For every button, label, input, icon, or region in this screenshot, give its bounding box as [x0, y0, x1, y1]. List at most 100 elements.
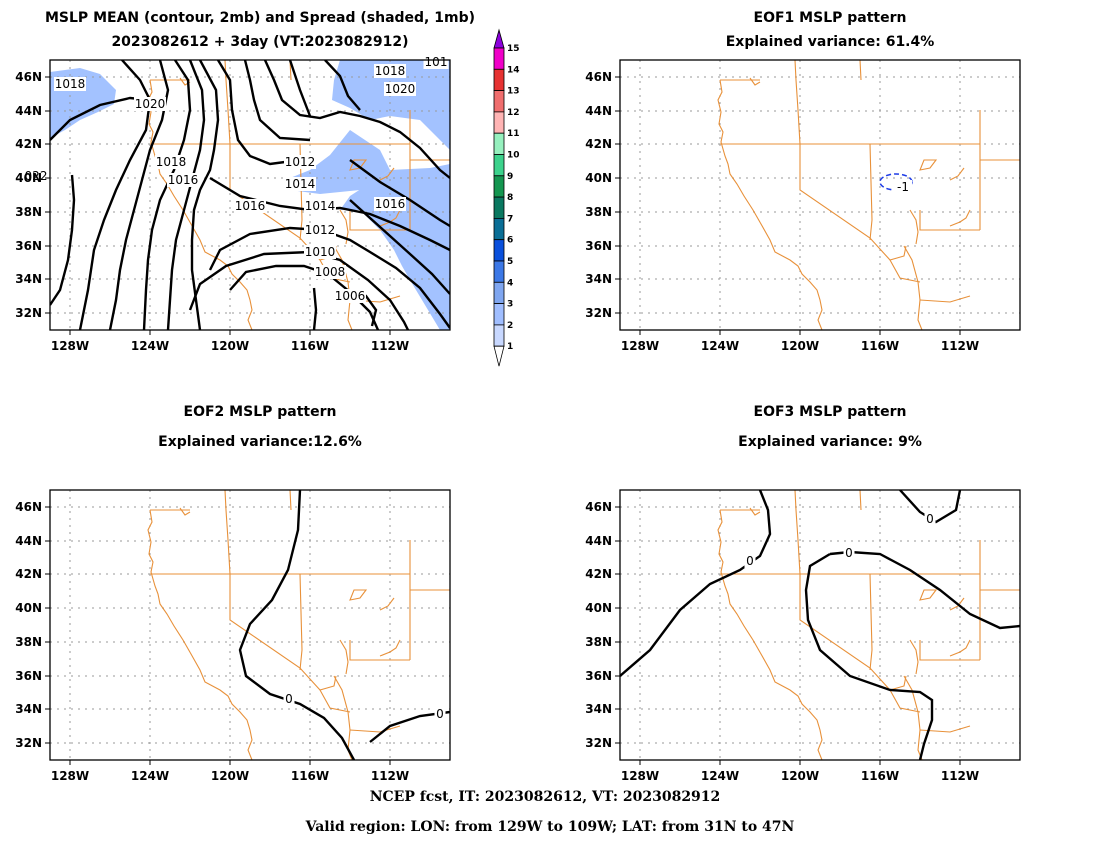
lat-tick-label: 34N	[15, 702, 42, 716]
contour-label-bg	[155, 155, 187, 169]
panel-eof2-title: EOF2 MSLP pattern	[183, 404, 337, 420]
lat-tick-label: 46N	[15, 70, 42, 84]
colorbar-label: 4	[507, 278, 513, 288]
colorbar-swatch	[493, 303, 505, 326]
contour-label: 1012	[305, 223, 336, 237]
contour-label-bg	[894, 180, 912, 194]
contour-label: 1012	[285, 155, 316, 169]
lat-tick-label: 36N	[585, 669, 612, 683]
lat-tick-label: 44N	[15, 104, 42, 118]
contour-label: 1006	[335, 289, 366, 303]
contour-label: 1016	[375, 197, 406, 211]
lat-tick-label: 42N	[15, 567, 42, 581]
contour-label-bg	[374, 64, 406, 78]
contour-label-bg	[134, 97, 166, 111]
panel-eof1-frame	[619, 59, 1021, 331]
colorbar-label: 9	[507, 172, 513, 182]
contour-label-bg	[434, 707, 446, 721]
lat-tick-label: 36N	[15, 239, 42, 253]
lon-tick-label: 128W	[51, 769, 89, 783]
panel-eof1-map: -1 128W 124W 120W 116W 112W 46N 44N 42N 40N 38N 36…	[585, 59, 1021, 353]
lon-tick-label: 116W	[291, 769, 329, 783]
contour-label: 022	[25, 169, 48, 183]
colorbar-label: 7	[507, 214, 513, 224]
lat-tick-label: 34N	[585, 702, 612, 716]
lon-tick-label: 112W	[371, 769, 409, 783]
colorbar-label: 15	[507, 44, 520, 54]
contour-label: 1016	[235, 199, 266, 213]
contour-label: 0	[746, 554, 754, 568]
colorbar-swatch	[493, 239, 505, 262]
lat-tick-label: 40N	[585, 601, 612, 615]
contour-label: 1020	[135, 97, 166, 111]
lat-tick-label: 44N	[15, 534, 42, 548]
lon-tick-label: 116W	[291, 339, 329, 353]
lat-tick-label: 46N	[585, 500, 612, 514]
lat-tick-label: 42N	[15, 137, 42, 151]
lat-tick-label: 32N	[585, 306, 612, 320]
colorbar-swatch	[493, 111, 505, 134]
colorbar-swatch	[493, 154, 505, 177]
contour-label-bg	[54, 77, 86, 91]
contour-label-bg	[304, 223, 336, 237]
lon-tick-label: 124W	[701, 769, 739, 783]
lon-tick-label: 128W	[51, 339, 89, 353]
lon-tick-label: 124W	[701, 339, 739, 353]
contour-label: -1	[897, 180, 909, 194]
lon-tick-label: 116W	[861, 339, 899, 353]
colorbar-swatch	[493, 324, 505, 347]
contour-label-bg	[234, 199, 266, 213]
lat-tick-label: 42N	[585, 137, 612, 151]
lat-tick-label: 32N	[15, 736, 42, 750]
contour-label-bg	[744, 554, 756, 568]
contour-label-bg	[924, 512, 936, 526]
footer-line1: NCEP fcst, IT: 2023082612, VT: 202308291…	[369, 789, 721, 805]
colorbar-swatch	[493, 281, 505, 304]
panel-mean-map: 1018 1020 022 1018 1016 1012 1014 1016 1014 1012 1…	[15, 55, 451, 353]
contour-label: 1018	[55, 77, 86, 91]
colorbar-swatch	[493, 132, 505, 155]
panel-eof3-frame	[619, 489, 1021, 761]
lat-tick-label: 46N	[15, 500, 42, 514]
lon-tick-label: 120W	[211, 769, 249, 783]
lat-tick-label: 40N	[15, 601, 42, 615]
colorbar-swatch	[493, 175, 505, 198]
lon-tick-label: 112W	[941, 339, 979, 353]
contour-label: 0	[845, 546, 853, 560]
lon-tick-label: 112W	[941, 769, 979, 783]
panel-eof3-map: 0 0 0 128W 124W 120W 116W 112W 46N 44N 42N 40N 38N 3…	[585, 489, 1021, 783]
colorbar-label: 1	[507, 342, 513, 352]
colorbar-swatch	[493, 47, 505, 70]
lon-tick-label: 124W	[131, 339, 169, 353]
contour-label: 1014	[285, 177, 316, 191]
colorbar-swatch	[493, 196, 505, 219]
contour-label: 1016	[168, 173, 199, 187]
colorbar-swatch	[493, 90, 505, 113]
panel-eof2-frame	[49, 489, 451, 761]
colorbar-top-arrow	[493, 28, 505, 49]
lon-tick-label: 116W	[861, 769, 899, 783]
colorbar-label: 6	[507, 236, 513, 246]
contour-label: 1010	[305, 245, 336, 259]
lat-tick-label: 36N	[15, 669, 42, 683]
contour-label: 1020	[385, 82, 416, 96]
lat-tick-label: 44N	[585, 104, 612, 118]
lon-tick-label: 128W	[621, 339, 659, 353]
panel-eof2-subtitle: Explained variance:12.6%	[158, 434, 362, 450]
panel-eof1-subtitle: Explained variance: 61.4%	[725, 34, 935, 50]
panel-mean-title: MSLP MEAN (contour, 2mb) and Spread (sha…	[45, 10, 475, 26]
lat-tick-label: 34N	[15, 272, 42, 286]
panel-eof1-title: EOF1 MSLP pattern	[753, 10, 907, 26]
panel-eof2-map: 0 0 128W 124W 120W 116W 112W 46N 44N 42N 40N 38N 36…	[15, 489, 451, 783]
panel-eof3-title: EOF3 MSLP pattern	[753, 404, 907, 420]
lat-tick-label: 38N	[585, 635, 612, 649]
eof3-zero-contours	[620, 490, 1020, 760]
lon-tick-label: 128W	[621, 769, 659, 783]
lat-tick-label: 44N	[585, 534, 612, 548]
contour-label: 1018	[156, 155, 187, 169]
contour-label-bg	[423, 55, 449, 69]
contour-label: 0	[926, 512, 934, 526]
colorbar-label: 14	[507, 65, 520, 75]
lon-tick-label: 120W	[211, 339, 249, 353]
